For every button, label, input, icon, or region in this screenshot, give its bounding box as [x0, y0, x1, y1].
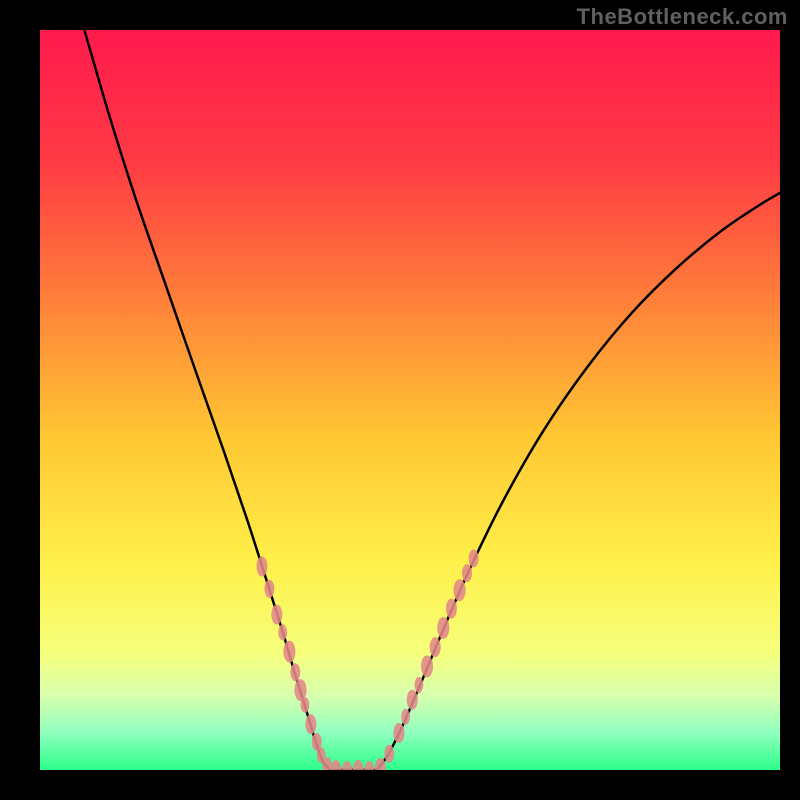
marker-point: [264, 580, 274, 598]
marker-point: [278, 624, 287, 640]
marker-point: [421, 655, 433, 677]
plot-area: [40, 30, 780, 770]
marker-point: [283, 641, 295, 663]
marker-point: [407, 690, 418, 710]
marker-point: [305, 714, 316, 734]
marker-point: [469, 549, 479, 567]
marker-point: [393, 723, 404, 743]
marker-point: [414, 677, 423, 693]
watermark-text: TheBottleneck.com: [577, 4, 788, 30]
marker-point: [437, 617, 449, 639]
chart-container: TheBottleneck.com: [0, 0, 800, 800]
marker-point: [290, 663, 300, 681]
chart-svg: [40, 30, 780, 770]
marker-point: [462, 564, 472, 582]
marker-point: [430, 637, 441, 657]
marker-point: [446, 599, 457, 619]
marker-point: [301, 697, 310, 713]
marker-point: [257, 557, 268, 577]
gradient-background: [40, 30, 780, 770]
marker-point: [271, 605, 282, 625]
marker-point: [454, 579, 466, 601]
marker-point: [401, 709, 410, 725]
marker-point: [384, 745, 394, 763]
